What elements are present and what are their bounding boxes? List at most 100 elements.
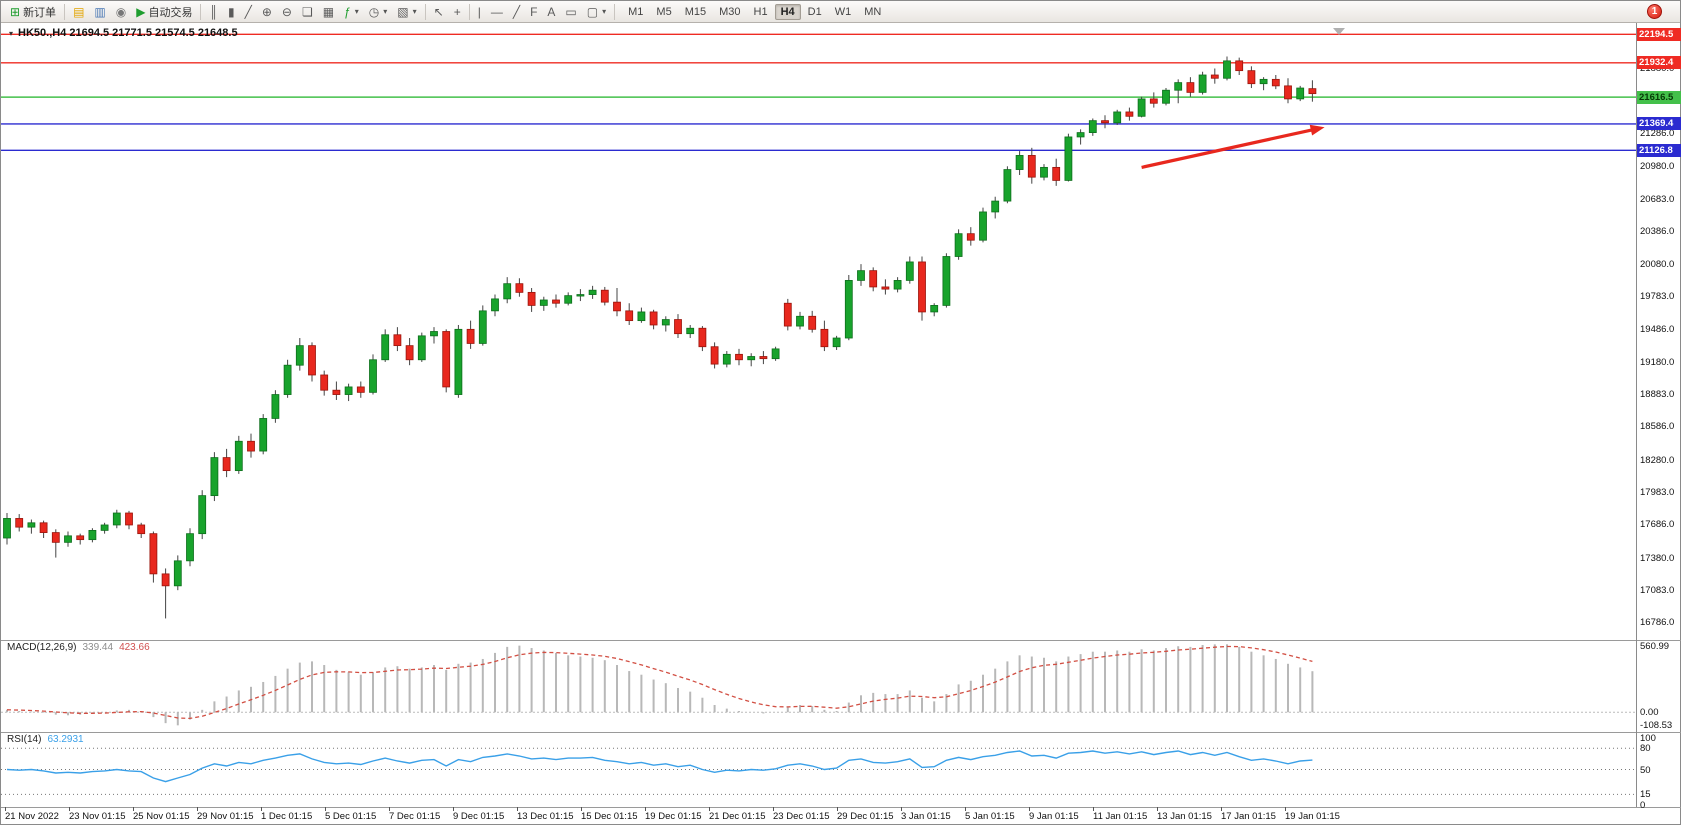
profiles-icon: ▤ <box>73 4 85 19</box>
periods-button[interactable]: ◷ ▾ <box>364 3 393 21</box>
timeframe-mn-button[interactable]: MN <box>864 5 882 18</box>
trendline-button[interactable]: ╱ <box>508 3 525 21</box>
trend-arrow-line[interactable] <box>1141 127 1319 169</box>
new-order-label: 新订单 <box>23 6 57 19</box>
candle-body <box>832 337 841 348</box>
candle-body <box>1076 132 1085 138</box>
candle-body <box>393 334 402 347</box>
notification-badge[interactable]: 1 <box>1647 4 1662 19</box>
candle-body <box>869 270 878 288</box>
crosshair-icon: + <box>453 4 461 19</box>
candle-body <box>1235 60 1244 72</box>
candle-body <box>1101 120 1109 124</box>
candle-body <box>527 291 536 306</box>
candle-body <box>356 386 365 393</box>
candle-body <box>722 353 731 365</box>
timeframe-m1-button[interactable]: M1 <box>628 5 644 18</box>
auto-trading-icon: ▶ <box>136 4 146 19</box>
zoom-in-button[interactable]: ⊕ <box>257 3 277 21</box>
rsi-label: RSI(14) 63.2931 <box>7 734 84 745</box>
templates-icon: ▧ <box>397 4 409 19</box>
line-chart-button[interactable]: ╱ <box>240 3 257 21</box>
candle-body <box>893 280 902 290</box>
chart-menu-icon[interactable]: ▾ <box>9 28 14 38</box>
timeframe-h4-button[interactable]: H4 <box>774 3 801 20</box>
candle-body <box>308 345 316 376</box>
market-watch-icon: ▥ <box>94 4 106 19</box>
candle-body <box>930 305 939 313</box>
timeframe-m5-button[interactable]: M5 <box>656 5 672 18</box>
candle-body <box>112 512 121 526</box>
zoom-out-icon: ⊖ <box>281 4 292 19</box>
vertical-line-button[interactable]: | <box>473 3 486 21</box>
dropdown-arrow-icon: ▾ <box>412 7 417 16</box>
trend-arrow[interactable] <box>1141 124 1325 169</box>
candle-body <box>1113 111 1122 124</box>
indicators-button[interactable]: ƒ ▾ <box>339 3 364 21</box>
market-watch-button[interactable]: ▥ <box>89 3 110 21</box>
dropdown-arrow-icon: ▾ <box>354 7 359 16</box>
bar-chart-icon: ║ <box>209 4 218 19</box>
dropdown-arrow-icon: ▾ <box>383 7 388 16</box>
arrange-windows-button[interactable]: ▦ <box>318 3 339 21</box>
time-axis-ticks <box>5 807 1286 811</box>
candle-body <box>3 518 11 539</box>
templates-button[interactable]: ▧ ▾ <box>392 3 421 21</box>
candle-body <box>186 533 194 562</box>
candle-body <box>844 280 853 339</box>
candle-body <box>271 394 280 419</box>
candle-body <box>64 535 72 543</box>
chart-title: ▾ HK50.,H4 21694.5 21771.5 21574.5 21648… <box>9 27 238 39</box>
chart-title-text: HK50.,H4 21694.5 21771.5 21574.5 21648.5 <box>18 27 238 39</box>
candle-body <box>76 535 85 541</box>
candle-body <box>649 311 658 326</box>
tile-windows-icon: ❏ <box>301 4 313 19</box>
candle-body <box>27 522 36 528</box>
candle-body <box>369 359 377 393</box>
timeframe-h1-button[interactable]: H1 <box>753 5 768 18</box>
zoom-out-button[interactable]: ⊖ <box>277 3 297 21</box>
profiles-button[interactable]: ▤ <box>68 3 89 21</box>
label-tool-icon: ▭ <box>565 4 577 19</box>
shapes-button[interactable]: ▢ ▾ <box>582 3 611 21</box>
label-tool-button[interactable]: ▭ <box>560 3 581 21</box>
candle-body <box>564 295 573 304</box>
rsi-name: RSI(14) <box>7 734 42 745</box>
trendline-icon: ╱ <box>512 4 521 19</box>
auto-trading-button[interactable]: ▶ 自动交易 <box>131 3 197 21</box>
line-chart-icon: ╱ <box>244 4 252 19</box>
candle-body <box>222 457 231 472</box>
candle-body <box>466 328 475 344</box>
candle-body <box>796 315 804 327</box>
community-icon: ◉ <box>115 4 127 19</box>
candle-body <box>979 211 987 241</box>
timeframe-w1-button[interactable]: W1 <box>834 5 852 18</box>
timeframe-group: M1 M5 M15 M30 H1 H4 D1 W1 MN <box>622 3 887 20</box>
candle-body <box>1296 87 1305 100</box>
candle-body <box>1064 136 1073 181</box>
crosshair-button[interactable]: + <box>449 3 466 21</box>
candle-body <box>1198 74 1207 93</box>
community-button[interactable]: ◉ <box>111 3 131 21</box>
timeframe-m15-button[interactable]: M15 <box>684 5 707 18</box>
timeframe-d1-button[interactable]: D1 <box>807 5 822 18</box>
new-order-button[interactable]: ⊞ 新订单 <box>5 3 61 21</box>
cursor-button[interactable]: ↖ <box>429 3 449 21</box>
bar-chart-button[interactable]: ║ <box>204 3 223 21</box>
candle-body <box>991 200 1000 213</box>
candle-body <box>1271 78 1280 87</box>
candle-body <box>39 522 48 533</box>
candle-body <box>344 386 353 395</box>
candle-body <box>381 334 390 361</box>
horizontal-line-button[interactable]: — <box>486 3 508 21</box>
tile-windows-button[interactable]: ❏ <box>297 3 318 21</box>
candlestick-chart-button[interactable]: ▮ <box>223 3 240 21</box>
text-tool-button[interactable]: A <box>542 3 560 21</box>
toolbar-separator <box>200 3 202 20</box>
fibonacci-button[interactable]: F <box>525 3 542 21</box>
timeframe-m30-button[interactable]: M30 <box>719 5 741 18</box>
candle-body <box>1003 169 1012 202</box>
candles-layer <box>3 56 1317 619</box>
candle-body <box>918 261 926 313</box>
candle-body <box>430 331 438 337</box>
